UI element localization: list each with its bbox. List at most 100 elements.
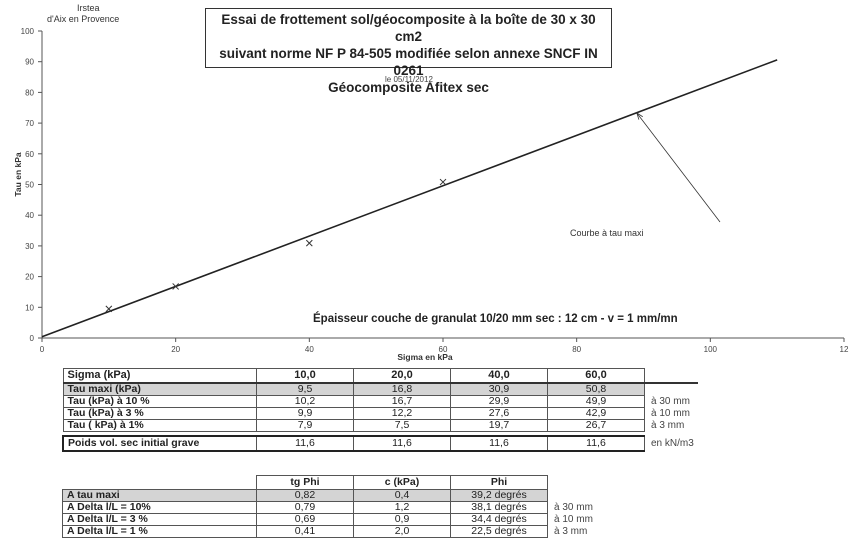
table-cell: 16,7 bbox=[353, 395, 451, 408]
y-tick-label: 0 bbox=[30, 334, 35, 343]
table-cell: 27,6 bbox=[450, 407, 548, 420]
table-row: Tau ( kPa) à 1% 7,9 7,5 19,7 26,7 à 3 mm bbox=[62, 419, 698, 432]
table-cell: 30,9 bbox=[450, 382, 548, 396]
title-line: suivant norme NF P 84-505 modifiée selon… bbox=[219, 46, 598, 78]
table-row: Tau (kPa) à 3 % 9,9 12,2 27,6 42,9 à 10 … bbox=[62, 407, 698, 420]
table-cell: 19,7 bbox=[450, 419, 548, 432]
tau-max-fit-line bbox=[41, 59, 778, 338]
table-cell: 50,8 bbox=[547, 382, 645, 396]
row-unit bbox=[548, 490, 598, 502]
chart-date: le 05/11/2012 bbox=[385, 75, 433, 84]
row-unit bbox=[645, 383, 698, 396]
y-tick-label: 40 bbox=[25, 211, 34, 220]
table-cell: 0,82 bbox=[256, 489, 354, 502]
table-header-cell: c (kPa) bbox=[353, 475, 451, 490]
title-line: Essai de frottement sol/géocomposite à l… bbox=[221, 12, 596, 44]
table-cell: 0,41 bbox=[256, 525, 354, 538]
row-label: Poids vol. sec initial grave bbox=[62, 435, 257, 452]
table-cell: 2,0 bbox=[353, 525, 451, 538]
y-tick-label: 100 bbox=[21, 27, 35, 36]
table-row: A Delta l/L = 3 % 0,69 0,9 34,4 degrés à… bbox=[62, 513, 598, 526]
test-conditions-note: Épaisseur couche de granulat 10/20 mm se… bbox=[313, 313, 678, 325]
table-cell: 10,2 bbox=[256, 395, 354, 408]
table-row: A Delta l/L = 1 % 0,41 2,0 22,5 degrés à… bbox=[62, 525, 598, 538]
y-tick-label: 20 bbox=[25, 273, 34, 282]
row-unit: à 10 mm bbox=[651, 408, 690, 419]
table-header-row: tg Phi c (kPa) Phi bbox=[63, 475, 598, 490]
x-tick-label: 60 bbox=[439, 345, 448, 354]
table-cell: 11,6 bbox=[256, 435, 354, 452]
table-cell: 29,9 bbox=[450, 395, 548, 408]
table-cell: 49,9 bbox=[547, 395, 645, 408]
x-tick-label: 40 bbox=[305, 345, 314, 354]
table-row: A tau maxi 0,82 0,4 39,2 degrés bbox=[62, 489, 598, 502]
table-header-cell: 20,0 bbox=[353, 368, 451, 384]
chart-title-box: Essai de frottement sol/géocomposite à l… bbox=[205, 8, 612, 95]
annotation-arrow bbox=[636, 112, 721, 223]
row-unit: à 30 mm bbox=[651, 396, 690, 407]
y-tick-label: 90 bbox=[25, 58, 34, 67]
y-tick-label: 10 bbox=[25, 303, 34, 312]
y-tick-label: 70 bbox=[25, 119, 34, 128]
x-tick-label: 80 bbox=[572, 345, 581, 354]
data-point-marker bbox=[105, 305, 113, 313]
table-cell: 9,5 bbox=[256, 382, 354, 396]
table-header-cell: 10,0 bbox=[256, 368, 354, 384]
table-cell: 7,9 bbox=[256, 419, 354, 432]
org-name: Irstea bbox=[77, 3, 100, 13]
table-cell: 34,4 degrés bbox=[450, 513, 548, 526]
x-tick-label: 12 bbox=[840, 345, 849, 354]
table-header-label: Sigma (kPa) bbox=[62, 368, 257, 384]
table-cell: 11,6 bbox=[353, 435, 451, 452]
x-tick-label: 20 bbox=[171, 345, 180, 354]
table-cell: 16,8 bbox=[353, 382, 451, 396]
row-unit: à 3 mm bbox=[554, 526, 588, 537]
row-unit: à 3 mm bbox=[651, 420, 685, 431]
y-tick-label: 80 bbox=[25, 88, 34, 97]
table-header-cell: 60,0 bbox=[547, 368, 645, 384]
data-point-marker bbox=[172, 283, 180, 290]
table-cell: 22,5 degrés bbox=[450, 525, 548, 538]
table-header-cell: tg Phi bbox=[256, 475, 354, 490]
y-axis-label: Tau en kPa bbox=[13, 152, 23, 197]
y-tick-label: 30 bbox=[25, 242, 34, 251]
title-line: Géocomposite Afitex sec bbox=[328, 80, 489, 95]
row-unit: en kN/m3 bbox=[651, 438, 694, 449]
table-cell: 0,9 bbox=[353, 513, 451, 526]
row-label: A Delta l/L = 3 % bbox=[62, 513, 257, 526]
table-cell: 7,5 bbox=[353, 419, 451, 432]
row-label: Tau maxi (kPa) bbox=[62, 382, 257, 396]
row-label: A Delta l/L = 1 % bbox=[62, 525, 257, 538]
annotation-arrowhead bbox=[636, 112, 643, 120]
table-cell: 12,2 bbox=[353, 407, 451, 420]
table-header-cell: 40,0 bbox=[450, 368, 548, 384]
y-tick-label: 50 bbox=[25, 181, 34, 190]
results-table: Sigma (kPa) 10,0 20,0 40,0 60,0 Tau maxi… bbox=[62, 368, 698, 452]
y-tick-label: 60 bbox=[25, 150, 34, 159]
friction-parameters-table: tg Phi c (kPa) Phi A tau maxi 0,82 0,4 3… bbox=[62, 475, 598, 538]
table-cell: 26,7 bbox=[547, 419, 645, 432]
table-cell: 9,9 bbox=[256, 407, 354, 420]
table-cell: 11,6 bbox=[450, 435, 548, 452]
table-row: Tau (kPa) à 10 % 10,2 16,7 29,9 49,9 à 3… bbox=[62, 395, 698, 408]
row-unit: à 10 mm bbox=[554, 514, 593, 525]
x-tick-label: 100 bbox=[704, 345, 718, 354]
data-point-marker bbox=[439, 178, 447, 186]
table-cell: 11,6 bbox=[547, 435, 645, 452]
chart-plot: 0 10 20 30 40 50 60 70 80 90 100 0 20 40 60 80 100 12 Sigm… bbox=[13, 27, 849, 362]
x-tick-label: 0 bbox=[40, 345, 45, 354]
org-location: d'Aix en Provence bbox=[47, 14, 120, 24]
table-cell: 0,79 bbox=[256, 501, 354, 514]
table-cell: 38,1 degrés bbox=[450, 501, 548, 514]
table-cell: 42,9 bbox=[547, 407, 645, 420]
table-cell: 0,69 bbox=[256, 513, 354, 526]
x-axis-label: Sigma en kPa bbox=[397, 352, 453, 362]
table-row: A Delta l/L = 10% 0,79 1,2 38,1 degrés à… bbox=[62, 501, 598, 514]
annotation-label: Courbe à tau maxi bbox=[570, 228, 644, 238]
table-cell: 1,2 bbox=[353, 501, 451, 514]
row-label: A Delta l/L = 10% bbox=[62, 501, 257, 514]
row-label: Tau ( kPa) à 1% bbox=[62, 419, 257, 432]
table-row: Tau maxi (kPa) 9,5 16,8 30,9 50,8 bbox=[62, 382, 698, 396]
table-header-row: Sigma (kPa) 10,0 20,0 40,0 60,0 bbox=[62, 368, 698, 384]
table-row-density: Poids vol. sec initial grave 11,6 11,6 1… bbox=[62, 435, 698, 452]
